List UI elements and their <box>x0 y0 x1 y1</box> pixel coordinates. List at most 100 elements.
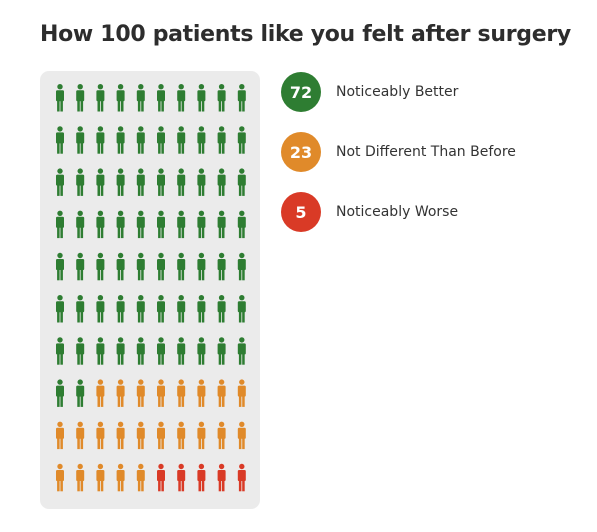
person-icon <box>237 126 246 154</box>
person-icon <box>177 463 186 492</box>
person-icon <box>177 168 186 196</box>
person-icon <box>56 337 64 365</box>
person-icon <box>56 126 64 154</box>
person-icon <box>96 463 105 492</box>
person-icon <box>96 210 105 239</box>
person-icon <box>76 379 85 407</box>
person-icon <box>76 210 85 239</box>
person-icon <box>157 84 165 112</box>
person-icon <box>237 168 246 196</box>
person-icon <box>217 295 226 323</box>
legend-label-no-difference: Not Different Than Before <box>336 144 516 160</box>
person-icon <box>237 337 246 365</box>
person-icon <box>76 337 85 365</box>
person-icon <box>116 337 125 365</box>
person-icon <box>217 337 226 365</box>
person-icon <box>116 84 125 112</box>
person-icon <box>197 168 206 196</box>
person-icon <box>177 379 186 407</box>
icon-grid-panel <box>40 71 260 509</box>
legend-item-better: 72 Noticeably Better <box>281 72 458 112</box>
person-icon <box>136 295 145 323</box>
person-icon <box>157 210 165 239</box>
person-icon <box>96 84 105 112</box>
person-icon <box>116 379 125 407</box>
person-icon <box>56 252 64 281</box>
person-icon <box>96 337 105 365</box>
person-icon <box>76 463 85 492</box>
person-icon <box>56 84 64 112</box>
person-icon <box>177 84 186 112</box>
person-icon <box>76 421 85 450</box>
person-icon <box>136 210 145 239</box>
person-icon <box>197 379 206 407</box>
person-icon <box>157 379 165 407</box>
person-icon <box>96 379 105 407</box>
person-icon <box>96 421 105 450</box>
person-icon <box>197 463 206 492</box>
person-icon <box>237 252 246 281</box>
person-icon <box>136 379 145 407</box>
person-icon <box>136 84 145 112</box>
person-icon <box>76 168 85 196</box>
legend-item-no-difference: 23 Not Different Than Before <box>281 132 516 172</box>
person-icon <box>116 252 125 281</box>
legend-item-worse: 5 Noticeably Worse <box>281 192 458 232</box>
legend-label-better: Noticeably Better <box>336 84 459 100</box>
person-icon <box>76 252 85 281</box>
person-icon <box>136 463 145 492</box>
person-icon <box>237 295 246 323</box>
person-icon <box>96 295 105 323</box>
person-icon <box>56 421 64 450</box>
person-icon <box>237 421 246 450</box>
person-icon <box>136 421 145 450</box>
person-icon <box>217 210 226 239</box>
person-icon <box>217 126 226 154</box>
person-icon <box>217 168 226 196</box>
person-icon <box>237 463 246 492</box>
person-icon <box>116 210 125 239</box>
person-icon <box>96 126 105 154</box>
person-icon <box>217 379 226 407</box>
person-icon <box>177 337 186 365</box>
person-icon <box>136 168 145 196</box>
person-icon <box>56 168 64 196</box>
person-icon <box>76 84 85 112</box>
person-icon <box>96 168 105 196</box>
legend-label-worse: Noticeably Worse <box>336 204 459 220</box>
person-icon <box>177 295 186 323</box>
person-icon <box>177 421 186 450</box>
person-icon <box>197 126 206 154</box>
person-icon <box>217 84 226 112</box>
person-icon <box>116 126 125 154</box>
person-icon <box>197 421 206 450</box>
legend-badge-better: 72 <box>281 72 321 112</box>
person-icon <box>197 337 206 365</box>
person-icon <box>157 421 165 450</box>
person-icon <box>116 168 125 196</box>
person-icon <box>116 295 125 323</box>
person-icon <box>56 379 64 407</box>
person-icon <box>116 463 125 492</box>
person-icon <box>136 337 145 365</box>
person-icon <box>76 126 85 154</box>
person-icon <box>157 463 165 492</box>
person-icon <box>237 379 246 407</box>
person-icon <box>237 84 246 112</box>
person-icon <box>157 337 165 365</box>
person-icon <box>177 252 186 281</box>
person-icon <box>197 252 206 281</box>
person-icon <box>217 463 226 492</box>
person-icon <box>217 421 226 450</box>
person-icon <box>197 295 206 323</box>
person-icon <box>136 252 145 281</box>
person-icon <box>76 295 85 323</box>
person-icon <box>237 210 246 239</box>
person-icon <box>157 168 165 196</box>
person-icon <box>56 210 64 239</box>
chart-title: How 100 patients like you felt after sur… <box>40 22 571 47</box>
person-icon <box>56 295 64 323</box>
person-icon <box>96 252 105 281</box>
person-icon <box>177 126 186 154</box>
person-icon <box>157 295 165 323</box>
